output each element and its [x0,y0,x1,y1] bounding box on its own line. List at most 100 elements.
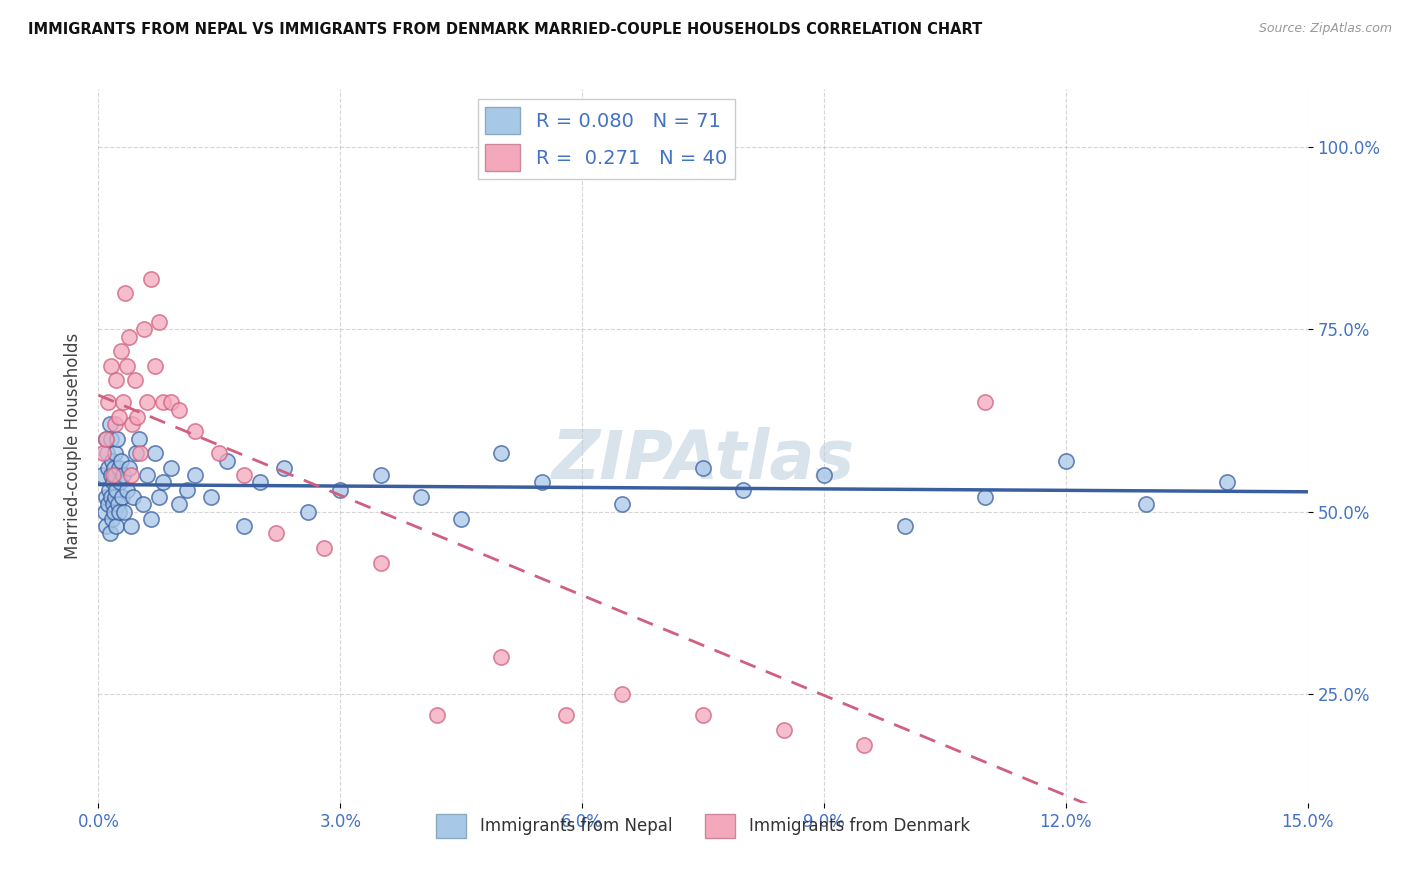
Point [152,475,174,490]
Point [111,468,134,483]
Point [101,475,124,490]
Point [118,460,141,475]
Point [612,497,634,511]
Point [98,417,121,432]
Point [426,708,449,723]
Point [100,432,122,446]
Point [124,446,146,460]
Point [692,460,714,475]
Point [160,395,183,409]
Point [135,395,157,409]
Point [104,468,127,483]
Point [217,453,239,467]
Point [733,483,755,497]
Y-axis label: Married-couple Households: Married-couple Households [63,333,82,559]
Point [96,519,118,533]
Point [91,446,114,460]
Point [110,453,132,467]
Point [101,468,124,483]
Point [772,723,794,737]
Point [94,432,117,446]
Point [103,460,125,475]
Point [1216,475,1239,490]
Point [1135,497,1157,511]
Point [101,497,124,511]
Point [124,374,146,388]
Text: ZIPAtlas: ZIPAtlas [551,427,855,493]
Point [105,374,128,388]
Point [208,446,231,460]
Point [108,475,131,490]
Point [184,468,207,483]
Point [232,519,254,533]
Point [98,526,121,541]
Point [148,490,170,504]
Legend: Immigrants from Nepal, Immigrants from Denmark: Immigrants from Nepal, Immigrants from D… [429,807,977,845]
Point [122,490,145,504]
Point [94,432,117,446]
Point [114,286,136,301]
Point [329,483,352,497]
Point [249,475,271,490]
Point [103,490,125,504]
Text: Source: ZipAtlas.com: Source: ZipAtlas.com [1258,22,1392,36]
Point [135,468,157,483]
Point [139,271,162,285]
Point [612,687,634,701]
Point [853,738,876,752]
Point [264,526,287,541]
Point [143,446,166,460]
Point [176,483,198,497]
Point [232,468,254,483]
Point [139,512,162,526]
Point [101,512,124,526]
Point [297,504,319,518]
Point [314,541,336,555]
Point [132,497,155,511]
Point [107,460,129,475]
Point [97,460,120,475]
Point [127,409,149,424]
Point [409,490,432,504]
Point [974,395,997,409]
Point [107,409,129,424]
Point [115,483,138,497]
Point [120,468,142,483]
Point [91,468,114,483]
Point [530,475,553,490]
Point [893,519,915,533]
Point [273,460,295,475]
Point [118,330,141,344]
Point [105,483,128,497]
Point [200,490,222,504]
Point [110,344,132,359]
Point [491,650,513,665]
Point [105,519,128,533]
Point [96,446,118,460]
Point [813,468,835,483]
Point [167,402,190,417]
Point [108,504,131,518]
Point [450,512,472,526]
Point [96,490,118,504]
Point [117,359,139,373]
Point [143,359,166,373]
Point [107,497,129,511]
Point [152,395,174,409]
Point [103,417,125,432]
Point [129,446,152,460]
Point [692,708,714,723]
Point [105,432,128,446]
Point [160,460,183,475]
Point [121,417,143,432]
Point [104,446,127,460]
Point [97,395,120,409]
Point [100,359,122,373]
Point [97,497,120,511]
Point [97,483,120,497]
Point [184,425,207,439]
Point [974,490,997,504]
Point [112,504,135,518]
Point [370,556,392,570]
Point [94,504,117,518]
